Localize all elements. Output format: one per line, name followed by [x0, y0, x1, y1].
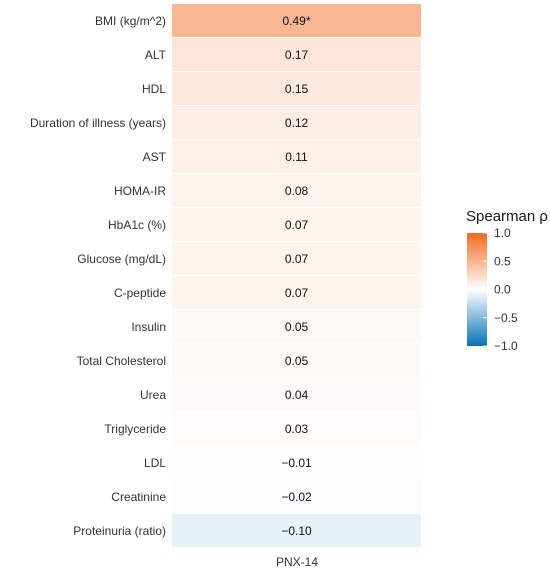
cell-value-label: 0.17 — [285, 48, 309, 62]
cell-value-label: 0.05 — [285, 354, 309, 368]
heatmap-cell — [172, 344, 421, 377]
heatmap-cell — [172, 378, 421, 411]
cell-value-label: 0.07 — [285, 286, 309, 300]
cell-value-label: 0.03 — [285, 422, 309, 436]
legend-colorbar — [467, 233, 487, 346]
cell-value-label: −0.01 — [281, 456, 312, 470]
column-label: PNX-14 — [276, 555, 318, 569]
cell-value-label: 0.15 — [285, 82, 309, 96]
legend-tick-label: 0.5 — [494, 254, 511, 268]
heatmap-cell — [172, 276, 421, 309]
heatmap-cell — [172, 4, 421, 37]
row-labels: BMI (kg/m^2) ALT HDL Duration of illness (y… — [30, 14, 167, 538]
cell-value-label: 0.12 — [285, 116, 309, 130]
heatmap-cell — [172, 208, 421, 241]
color-legend: Spearman ρ 1.0 0.5 0.0 −0.5 −1.0 — [466, 208, 548, 353]
cell-value-label: 0.08 — [285, 184, 309, 198]
row-label: C-peptide — [114, 286, 166, 300]
row-label: Urea — [140, 388, 166, 402]
cell-value-labels: 0.49* 0.17 0.15 0.12 0.11 0.08 0.07 0.07 0.07 0.0… — [281, 14, 312, 538]
row-label: Triglyceride — [104, 422, 166, 436]
heatmap-cell — [172, 140, 421, 173]
heatmap-cell — [172, 514, 421, 547]
cell-value-label: 0.07 — [285, 218, 309, 232]
heatmap-cells — [172, 4, 421, 547]
heatmap-cell — [172, 310, 421, 343]
cell-value-label: 0.05 — [285, 320, 309, 334]
row-label: Duration of illness (years) — [30, 116, 166, 130]
heatmap-cell — [172, 72, 421, 105]
row-label: AST — [143, 150, 167, 164]
heatmap-cell — [172, 412, 421, 445]
legend-ticks: 1.0 0.5 0.0 −0.5 −1.0 — [483, 226, 518, 353]
heatmap-cell — [172, 446, 421, 479]
legend-tick-label: −0.5 — [494, 311, 518, 325]
heatmap-cell — [172, 174, 421, 207]
row-label: Glucose (mg/dL) — [77, 252, 166, 266]
legend-title: Spearman ρ — [466, 208, 548, 225]
cell-value-label: 0.07 — [285, 252, 309, 266]
legend-tick-label: −1.0 — [494, 339, 518, 353]
cell-value-label: −0.10 — [281, 524, 312, 538]
row-label: HOMA-IR — [114, 184, 166, 198]
row-label: HDL — [142, 82, 166, 96]
heatmap-cell — [172, 38, 421, 71]
row-label: HbA1c (%) — [108, 218, 166, 232]
row-label: Total Cholesterol — [77, 354, 166, 368]
legend-tick-label: 1.0 — [494, 226, 511, 240]
cell-value-label: −0.02 — [281, 490, 312, 504]
heatmap-cell — [172, 480, 421, 513]
heatmap-cell — [172, 242, 421, 275]
cell-value-label: 0.04 — [285, 388, 309, 402]
row-label: Creatinine — [111, 490, 166, 504]
cell-value-label: 0.11 — [285, 150, 308, 164]
row-label: ALT — [145, 48, 167, 62]
row-label: Insulin — [131, 320, 166, 334]
row-label: BMI (kg/m^2) — [95, 14, 166, 28]
heatmap-cell — [172, 106, 421, 139]
legend-tick-label: 0.0 — [494, 283, 511, 297]
cell-value-label: 0.49* — [282, 14, 310, 28]
row-label: Proteinuria (ratio) — [73, 524, 166, 538]
row-label: LDL — [144, 456, 166, 470]
